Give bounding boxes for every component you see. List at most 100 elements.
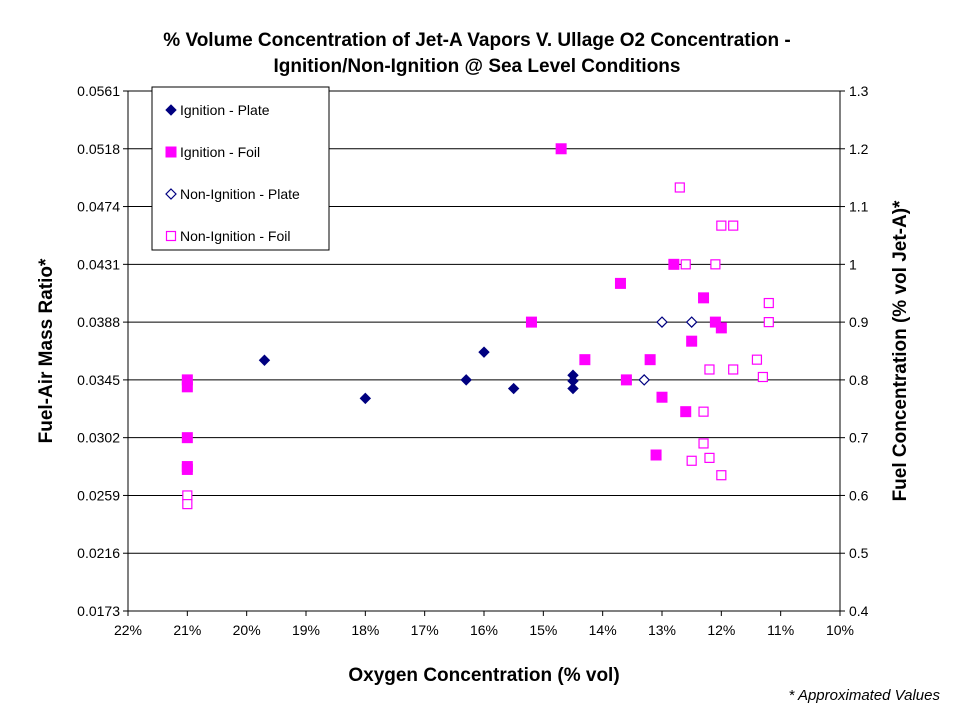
data-point (460, 374, 472, 386)
y2-tick-label: 0.5 (849, 545, 869, 561)
legend-marker (165, 104, 177, 116)
footnote: * Approximated Values (789, 687, 941, 704)
data-point (698, 438, 709, 449)
data-point (709, 316, 721, 328)
data-point (181, 463, 193, 475)
data-point (710, 259, 721, 270)
y-tick-label: 0.0561 (77, 83, 120, 99)
data-point (680, 259, 691, 270)
legend-marker (165, 146, 177, 158)
data-point (638, 374, 651, 386)
data-point (698, 406, 709, 417)
x-tick-label: 13% (648, 622, 676, 638)
gridlines (128, 148, 840, 554)
series-2 (181, 143, 727, 475)
data-point (567, 382, 579, 395)
y2-tick-label: 0.7 (849, 430, 869, 446)
y-tick-label: 0.0302 (77, 430, 120, 446)
legend: Ignition - Plate Ignition - Foil Non-Ignit… (151, 86, 330, 251)
y2-tick-label: 1.1 (849, 199, 869, 215)
y2-tick-label: 0.9 (849, 314, 869, 330)
x-tick-label: 20% (233, 622, 261, 638)
legend-marker (165, 188, 177, 200)
y2-tick-label: 0.6 (849, 487, 869, 503)
legend-label: Non-Ignition - Plate (180, 186, 300, 202)
data-point (525, 316, 537, 328)
data-point (698, 292, 710, 304)
legend-box (151, 86, 330, 251)
data-point (181, 432, 193, 444)
y2-tick-label: 0.4 (849, 603, 869, 619)
data-point (763, 297, 774, 309)
x-tick-label: 16% (470, 622, 498, 638)
data-point (728, 364, 739, 375)
data-point (650, 449, 662, 461)
legend-label: Ignition - Foil (180, 144, 260, 160)
x-tick-label: 10% (826, 622, 854, 638)
series-4 (182, 182, 774, 510)
y-tick-label: 0.0518 (77, 141, 120, 157)
x-axis: 22% 21% 20% 19% 18% 17% 16% 15% 14% 13% 12% 11% 10% (114, 611, 854, 638)
y-axis-right: 0.4 0.5 0.6 0.7 0.8 0.9 1 1.1 1.2 1.3 (840, 83, 869, 619)
data-point (728, 220, 739, 231)
x-tick-label: 17% (411, 622, 439, 638)
series-1 (258, 346, 579, 405)
data-point (680, 406, 692, 418)
data-point (716, 470, 727, 481)
y-tick-label: 0.0388 (77, 314, 120, 330)
data-point (757, 371, 768, 383)
data-point (751, 354, 763, 365)
data-point (716, 220, 727, 231)
x-tick-label: 18% (351, 622, 379, 638)
data-point (656, 316, 668, 328)
data-point (614, 277, 626, 289)
series-3 (638, 316, 698, 386)
y2-tick-label: 1.3 (849, 83, 869, 99)
data-point (181, 381, 193, 393)
chart-title-line-2: Ignition/Non-Ignition @ Sea Level Condit… (274, 56, 681, 77)
data-point (656, 391, 668, 403)
x-tick-label: 12% (707, 622, 735, 638)
data-point (555, 143, 567, 155)
y-axis-title: Fuel-Air Mass Ratio* (36, 258, 57, 443)
x-tick-label: 14% (589, 622, 617, 638)
x-tick-label: 21% (173, 622, 201, 638)
chart-title-line-1: % Volume Concentration of Jet-A Vapors V… (163, 30, 790, 51)
x-tick-label: 22% (114, 622, 142, 638)
data-point (686, 455, 697, 466)
data-point (182, 490, 193, 501)
data-points (181, 143, 774, 510)
y-tick-label: 0.0431 (77, 256, 120, 272)
x-tick-label: 15% (529, 622, 557, 638)
data-point (668, 258, 680, 270)
y-axis-left: 0.0173 0.0216 0.0259 0.0302 0.0345 0.0388 0.04… (77, 83, 128, 619)
data-point (507, 382, 520, 395)
y-tick-label: 0.0173 (77, 603, 120, 619)
data-point (715, 322, 727, 334)
y-tick-label: 0.0474 (77, 199, 120, 215)
legend-label: Ignition - Plate (180, 102, 270, 118)
data-point (620, 374, 632, 386)
data-point (478, 346, 490, 358)
data-point (359, 392, 372, 405)
y-tick-label: 0.0345 (77, 372, 120, 388)
data-point (686, 335, 698, 347)
legend-marker (165, 230, 177, 242)
data-point (644, 354, 656, 366)
data-point (704, 364, 715, 375)
y2-tick-label: 0.8 (849, 372, 869, 388)
data-point (685, 316, 698, 328)
y2-axis-title: Fuel Concentration (% vol Jet-A)* (890, 200, 911, 501)
data-point (763, 317, 774, 328)
x-tick-label: 19% (292, 622, 320, 638)
data-point (182, 499, 193, 510)
data-point (579, 354, 591, 366)
x-tick-label: 11% (767, 622, 794, 638)
legend-label: Non-Ignition - Foil (180, 228, 291, 244)
x-axis-title: Oxygen Concentration (% vol) (348, 665, 619, 686)
data-point (258, 354, 271, 366)
y-tick-label: 0.0216 (77, 545, 120, 561)
data-point (674, 182, 685, 193)
data-point (704, 452, 715, 463)
